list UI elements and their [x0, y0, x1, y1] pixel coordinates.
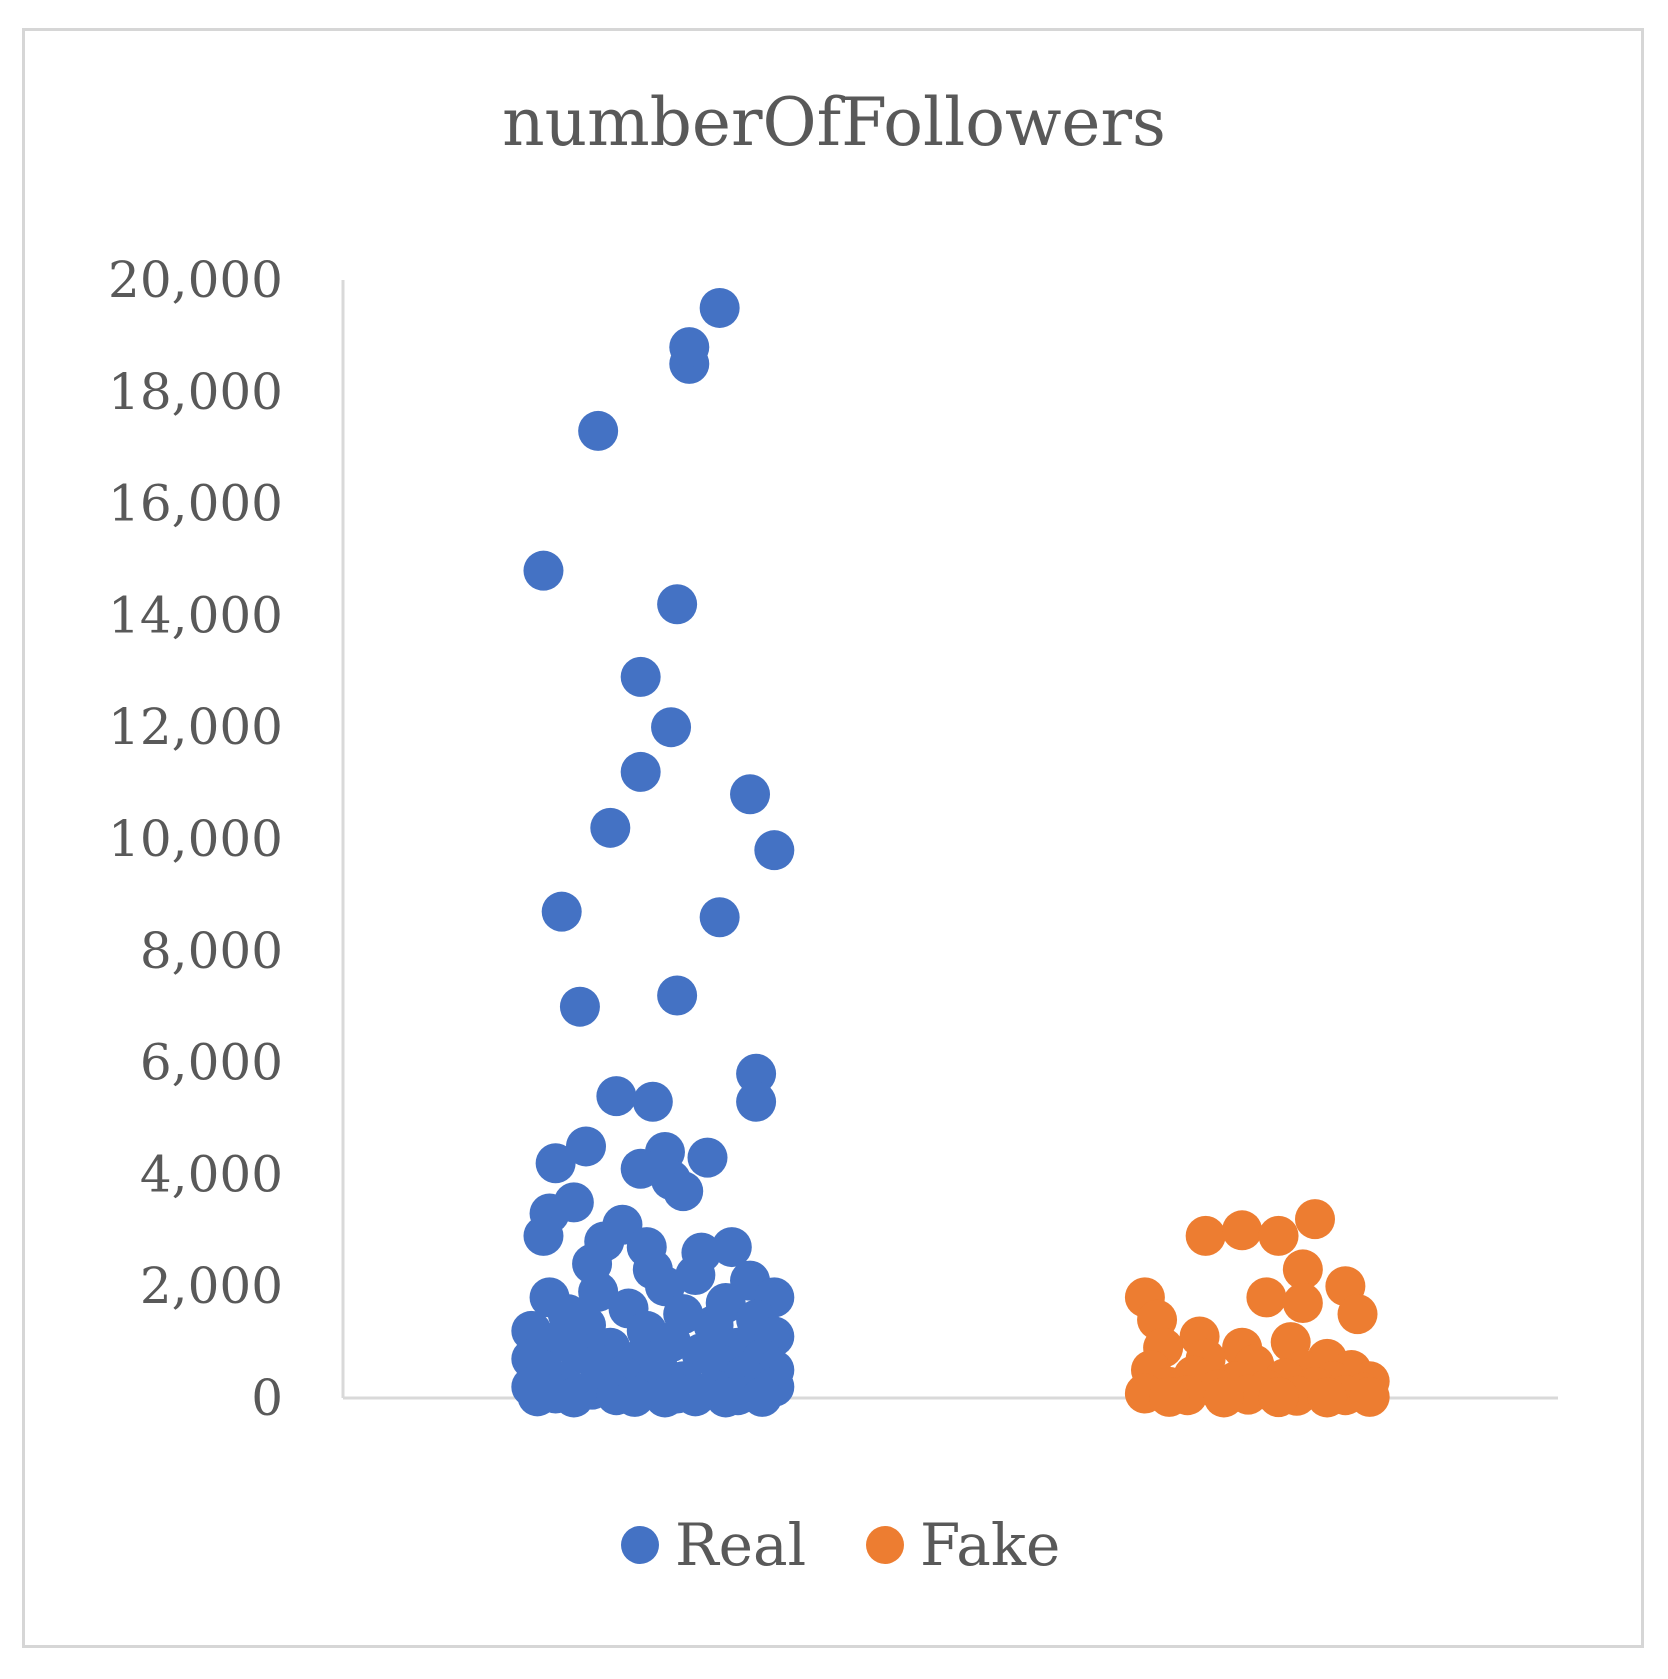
- data-point-fake: [1258, 1215, 1299, 1256]
- y-tick-label: 2,000: [140, 1257, 283, 1315]
- data-point-real: [754, 830, 795, 871]
- data-point-real: [590, 807, 631, 848]
- legend-label-fake: Fake: [920, 1511, 1060, 1579]
- data-points: [511, 287, 1390, 1418]
- data-point-real: [541, 891, 582, 932]
- data-point-real: [730, 774, 771, 815]
- legend-marker-real: [621, 1526, 659, 1564]
- data-point-fake: [1185, 1215, 1226, 1256]
- y-tick-label: 12,000: [108, 698, 283, 756]
- data-point-real: [657, 584, 698, 625]
- y-tick-label: 8,000: [140, 922, 283, 980]
- data-point-real: [523, 550, 564, 591]
- y-tick-label: 0: [251, 1369, 283, 1427]
- data-point-fake: [1149, 1376, 1190, 1417]
- y-tick-label: 18,000: [108, 363, 283, 421]
- y-tick-label: 20,000: [108, 251, 283, 309]
- data-point-real: [736, 1053, 777, 1094]
- data-point-fake: [1337, 1294, 1378, 1335]
- data-point-real: [620, 656, 661, 697]
- legend: Real Fake: [621, 1511, 1060, 1579]
- y-tick-label: 10,000: [108, 810, 283, 868]
- data-point-real: [736, 1081, 777, 1122]
- data-point-real: [669, 327, 710, 368]
- data-point-real: [687, 1137, 728, 1178]
- data-point-fake: [1307, 1377, 1348, 1418]
- data-point-fake: [1246, 1277, 1287, 1318]
- data-point-real: [559, 986, 600, 1027]
- data-point-real: [596, 1076, 637, 1117]
- legend-marker-fake: [866, 1526, 904, 1564]
- data-point-real: [699, 287, 740, 328]
- data-point-real: [705, 1377, 746, 1418]
- data-point-real: [535, 1143, 576, 1184]
- data-point-real: [578, 410, 619, 451]
- data-point-real: [651, 707, 692, 748]
- y-tick-label: 4,000: [140, 1145, 283, 1203]
- data-point-fake: [1203, 1377, 1244, 1418]
- data-point-fake: [1222, 1210, 1263, 1251]
- data-point-real: [644, 1377, 685, 1418]
- data-point-real: [675, 1255, 716, 1296]
- data-point-fake: [1349, 1376, 1390, 1417]
- data-point-real: [742, 1376, 783, 1417]
- data-point-real: [711, 1227, 752, 1268]
- y-tick-label: 14,000: [108, 586, 283, 644]
- data-point-real: [566, 1126, 606, 1167]
- data-point-real: [517, 1376, 558, 1417]
- data-point-fake: [1258, 1377, 1299, 1418]
- legend-label-real: Real: [675, 1511, 806, 1579]
- y-axis-ticks: 0 2,000 4,000 6,000 8,000 10,000 12,000 14,000 1…: [108, 251, 283, 1427]
- data-point-real: [578, 1271, 619, 1312]
- data-point-real: [632, 1081, 673, 1122]
- data-point-fake: [1282, 1249, 1323, 1290]
- data-point-real: [620, 1148, 661, 1189]
- data-point-real: [675, 1376, 716, 1417]
- data-point-real: [663, 1171, 704, 1212]
- data-point-real: [553, 1377, 594, 1418]
- y-tick-label: 6,000: [140, 1034, 283, 1092]
- data-point-real: [699, 897, 740, 938]
- data-point-real: [657, 975, 698, 1016]
- data-point-real: [523, 1215, 564, 1256]
- data-point-fake: [1295, 1199, 1335, 1240]
- chart-title: numberOfFollowers: [502, 84, 1166, 161]
- y-tick-label: 16,000: [108, 475, 283, 533]
- data-point-real: [614, 1376, 655, 1417]
- data-point-real: [620, 751, 661, 792]
- data-point-fake: [1282, 1282, 1323, 1323]
